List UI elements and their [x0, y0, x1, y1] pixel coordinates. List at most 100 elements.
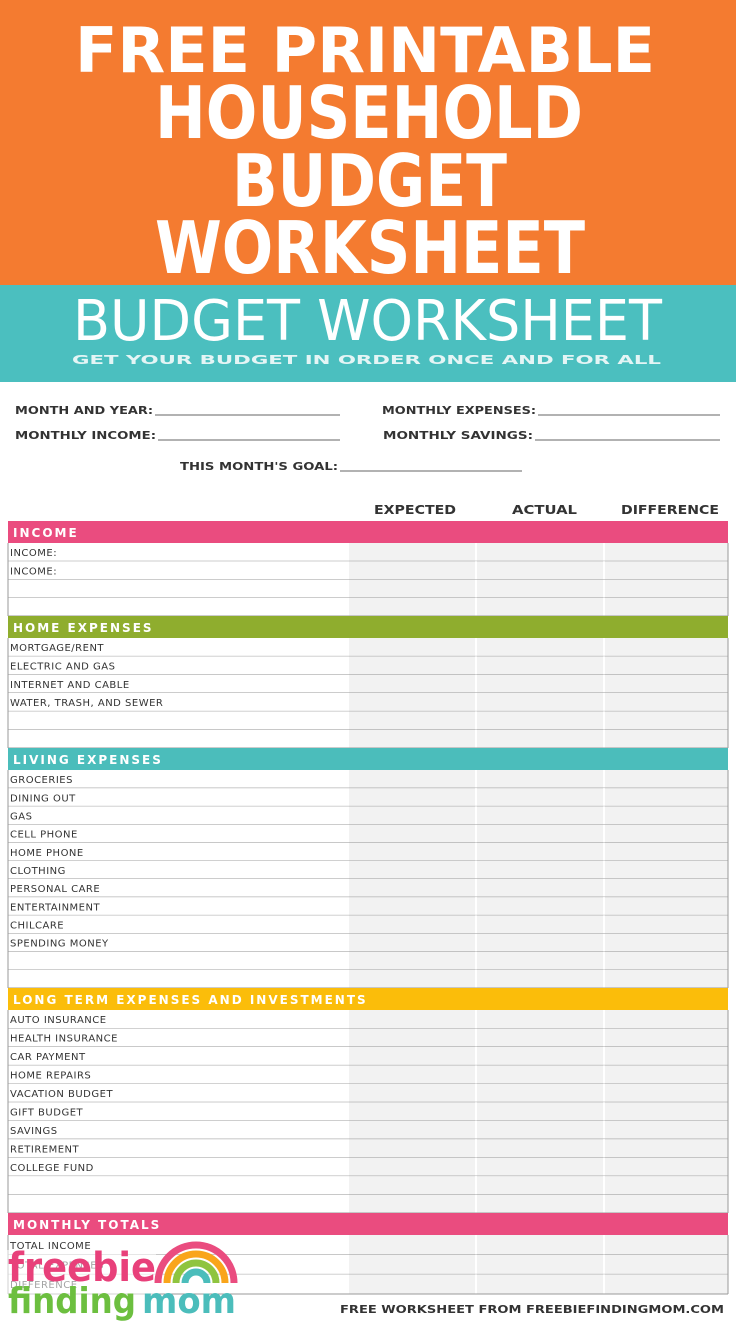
- value-cells: [349, 711, 728, 730]
- label-cell: [8, 788, 349, 807]
- label-cell: [8, 638, 349, 657]
- row-label: ELECTRIC AND GAS: [10, 662, 116, 673]
- title-line: WORKSHEET: [155, 206, 585, 290]
- label-cell: [8, 561, 349, 580]
- row-label: HOME PHONE: [10, 848, 84, 859]
- section-header: [8, 748, 728, 770]
- row-label: RETIREMENT: [10, 1144, 80, 1155]
- label-cell: [8, 674, 349, 693]
- value-cells: [349, 1083, 728, 1103]
- row-label: ENTERTAINMENT: [10, 902, 100, 913]
- row-label: MORTGAGE/RENT: [10, 643, 104, 654]
- label-cell: [8, 579, 349, 598]
- label-cell: [8, 711, 349, 730]
- value-cells: [349, 770, 728, 789]
- logo-backdrop: [6, 1250, 156, 1320]
- label-cell: [8, 1194, 349, 1213]
- section-title: HOME EXPENSES: [13, 621, 154, 635]
- value-cells: [349, 1157, 728, 1177]
- value-cells: [349, 543, 728, 562]
- value-cells: [349, 915, 728, 934]
- value-cells: [349, 842, 728, 861]
- label-cell: [8, 1028, 349, 1047]
- row-label: WATER, TRASH, AND SEWER: [10, 698, 163, 709]
- value-cells: [349, 561, 728, 580]
- label-cell: [8, 1065, 349, 1084]
- section-title: LIVING EXPENSES: [13, 753, 163, 767]
- label-cell: [8, 1157, 349, 1177]
- value-cells: [349, 1176, 728, 1195]
- value-cells: [349, 1194, 728, 1213]
- label-cell: [8, 842, 349, 861]
- label-cell: [8, 656, 349, 675]
- label-cell: [8, 1139, 349, 1158]
- value-cells: [349, 693, 728, 712]
- row-label: HOME REPAIRS: [10, 1071, 91, 1082]
- value-cells: [349, 1254, 728, 1275]
- label-cell: [8, 860, 349, 879]
- logo-text: freebie: [8, 1245, 156, 1291]
- label-cell: [8, 824, 349, 843]
- value-cells: [349, 879, 728, 898]
- row-label: VACATION BUDGET: [10, 1089, 113, 1100]
- field-label: MONTHLY INCOME:: [15, 429, 156, 442]
- section-title: INCOME: [13, 526, 79, 540]
- row-label: AUTO INSURANCE: [10, 1015, 107, 1026]
- label-cell: [8, 933, 349, 952]
- row-label: PERSONAL CARE: [10, 884, 100, 895]
- value-cells: [349, 729, 728, 748]
- section-title: MONTHLY TOTALS: [13, 1218, 161, 1232]
- logo-text: finding: [8, 1281, 136, 1322]
- value-cells: [349, 1010, 728, 1029]
- value-cells: [349, 579, 728, 598]
- row-label: TOTAL INCOME: [9, 1241, 91, 1252]
- field-label: MONTHLY SAVINGS:: [383, 429, 533, 442]
- row-label: INCOME:: [10, 566, 57, 577]
- field-label: MONTH AND YEAR:: [15, 404, 153, 417]
- section-header: [8, 1213, 728, 1235]
- column-header: ACTUAL: [512, 503, 577, 517]
- label-cell: [8, 897, 349, 916]
- value-cells: [349, 806, 728, 825]
- label-cell: [8, 969, 349, 988]
- value-cells: [349, 1235, 728, 1255]
- label-cell: [8, 597, 349, 616]
- arc: [163, 1250, 229, 1284]
- title-line: FREE PRINTABLE: [75, 14, 655, 87]
- logo-text: mom: [142, 1281, 236, 1322]
- banner-title: BUDGET WORKSHEET: [73, 289, 663, 354]
- value-cells: [349, 597, 728, 616]
- value-cells: [349, 824, 728, 843]
- title-line: HOUSEHOLD: [155, 71, 583, 155]
- value-cells: [349, 788, 728, 807]
- arc: [154, 1241, 238, 1284]
- row-label: INCOME:: [10, 548, 57, 559]
- value-cells: [349, 1139, 728, 1158]
- section-header: [8, 616, 728, 638]
- value-cells: [349, 674, 728, 693]
- row-label: CLOTHING: [10, 866, 66, 877]
- value-cells: [349, 1120, 728, 1140]
- label-cell: [8, 1120, 349, 1140]
- section-header: [8, 521, 728, 543]
- label-cell: [8, 1083, 349, 1103]
- label-cell: [8, 1046, 349, 1066]
- field-label: MONTHLY EXPENSES:: [382, 404, 536, 417]
- column-header: EXPECTED: [374, 503, 456, 517]
- row-label: COLLEGE FUND: [10, 1163, 94, 1174]
- value-cells: [349, 638, 728, 657]
- title-line: BUDGET: [232, 139, 507, 223]
- label-cell: [8, 1102, 349, 1121]
- footer: FREE WORKSHEET FROM FREEBIEFINDINGMOM.CO…: [340, 1303, 724, 1316]
- row-label: CAR PAYMENT: [10, 1052, 86, 1063]
- value-cells: [349, 656, 728, 675]
- label-cell: [8, 770, 349, 789]
- section-title: LONG TERM EXPENSES AND INVESTMENTS: [13, 993, 368, 1007]
- arc: [181, 1268, 211, 1284]
- row-label: INTERNET AND CABLE: [10, 680, 130, 691]
- label-cell: [8, 915, 349, 934]
- value-cells: [349, 1274, 728, 1294]
- row-label: DINING OUT: [10, 793, 76, 804]
- row-label: GAS: [10, 811, 32, 822]
- label-cell: [8, 1010, 349, 1029]
